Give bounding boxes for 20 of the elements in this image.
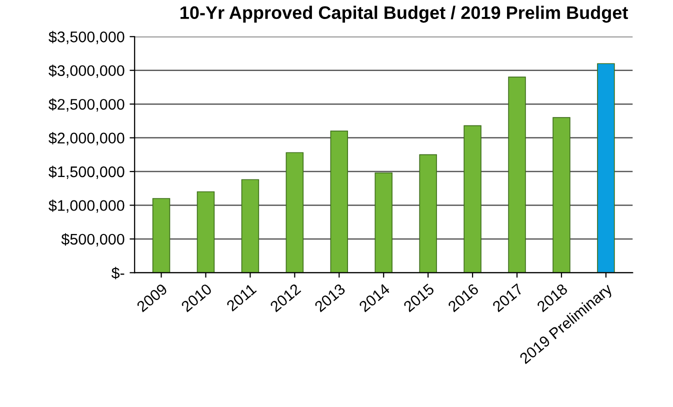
- bar: [419, 154, 437, 273]
- bar: [196, 191, 215, 273]
- y-tick-label: $3,500,000: [48, 30, 124, 44]
- bar: [552, 117, 570, 273]
- bar: [286, 152, 304, 273]
- bar: [152, 198, 170, 273]
- bar: [597, 63, 615, 273]
- bar: [508, 76, 526, 273]
- y-tick-label: $1,500,000: [48, 166, 124, 180]
- bar: [330, 130, 348, 273]
- y-tick-label: $3,000,000: [48, 64, 124, 78]
- y-tick-label: $2,500,000: [48, 98, 124, 112]
- chart-title: 10-Yr Approved Capital Budget / 2019 Prelim Budget: [180, 6, 628, 23]
- y-tick-label: $500,000: [61, 233, 124, 246]
- y-tick-label: $1,000,000: [48, 199, 124, 213]
- bar: [374, 172, 392, 273]
- y-tick-label: $2,000,000: [48, 132, 124, 146]
- bar: [241, 179, 260, 273]
- y-tick-label: $-: [111, 266, 124, 280]
- bar: [464, 125, 482, 273]
